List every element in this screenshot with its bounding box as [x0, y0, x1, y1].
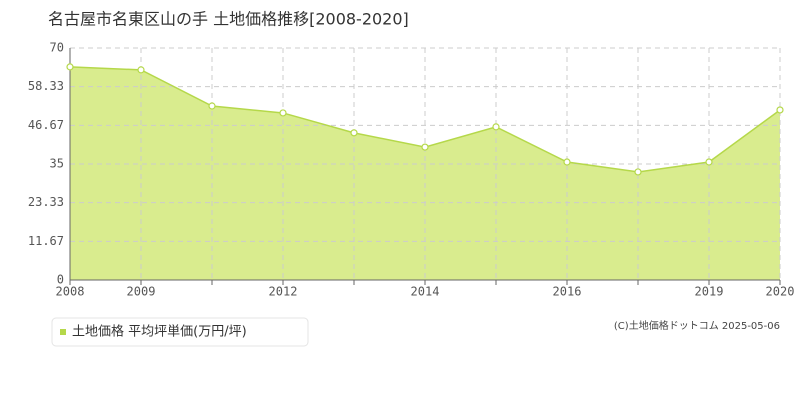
y-tick-label: 58.33 — [28, 79, 64, 93]
x-tick-label: 2019 — [695, 285, 724, 299]
point — [563, 158, 571, 166]
point — [776, 106, 784, 114]
x-tick-label: 2009 — [127, 285, 156, 299]
y-tick-label: 11.67 — [28, 234, 64, 248]
area — [70, 66, 780, 281]
y-tick-label: 23.33 — [28, 195, 64, 209]
legend-swatch — [60, 329, 66, 335]
point — [279, 109, 287, 117]
y-tick-label: 35 — [50, 157, 64, 171]
point — [208, 102, 216, 110]
chart-title: 名古屋市名東区山の手 土地価格推移[2008-2020] — [48, 10, 409, 29]
y-tick-label: 46.67 — [28, 118, 64, 132]
x-tick-label: 2012 — [269, 285, 298, 299]
point — [421, 143, 429, 151]
x-tick-label: 2016 — [553, 285, 582, 299]
x-tick-label: 2014 — [411, 285, 440, 299]
point — [634, 168, 642, 176]
point — [492, 123, 500, 131]
point — [137, 66, 145, 74]
point — [705, 158, 713, 166]
point — [66, 63, 74, 71]
point — [350, 129, 358, 137]
legend-label: 土地価格 平均坪単価(万円/坪) — [72, 324, 247, 340]
x-tick-label: 2008 — [56, 285, 85, 299]
y-tick-label: 70 — [50, 41, 64, 55]
credit: (C)土地価格ドットコム 2025-05-06 — [614, 319, 780, 332]
legend-box — [51, 317, 309, 347]
x-tick-label: 2020 — [766, 285, 795, 299]
y-tick-label: 0 — [57, 273, 64, 287]
